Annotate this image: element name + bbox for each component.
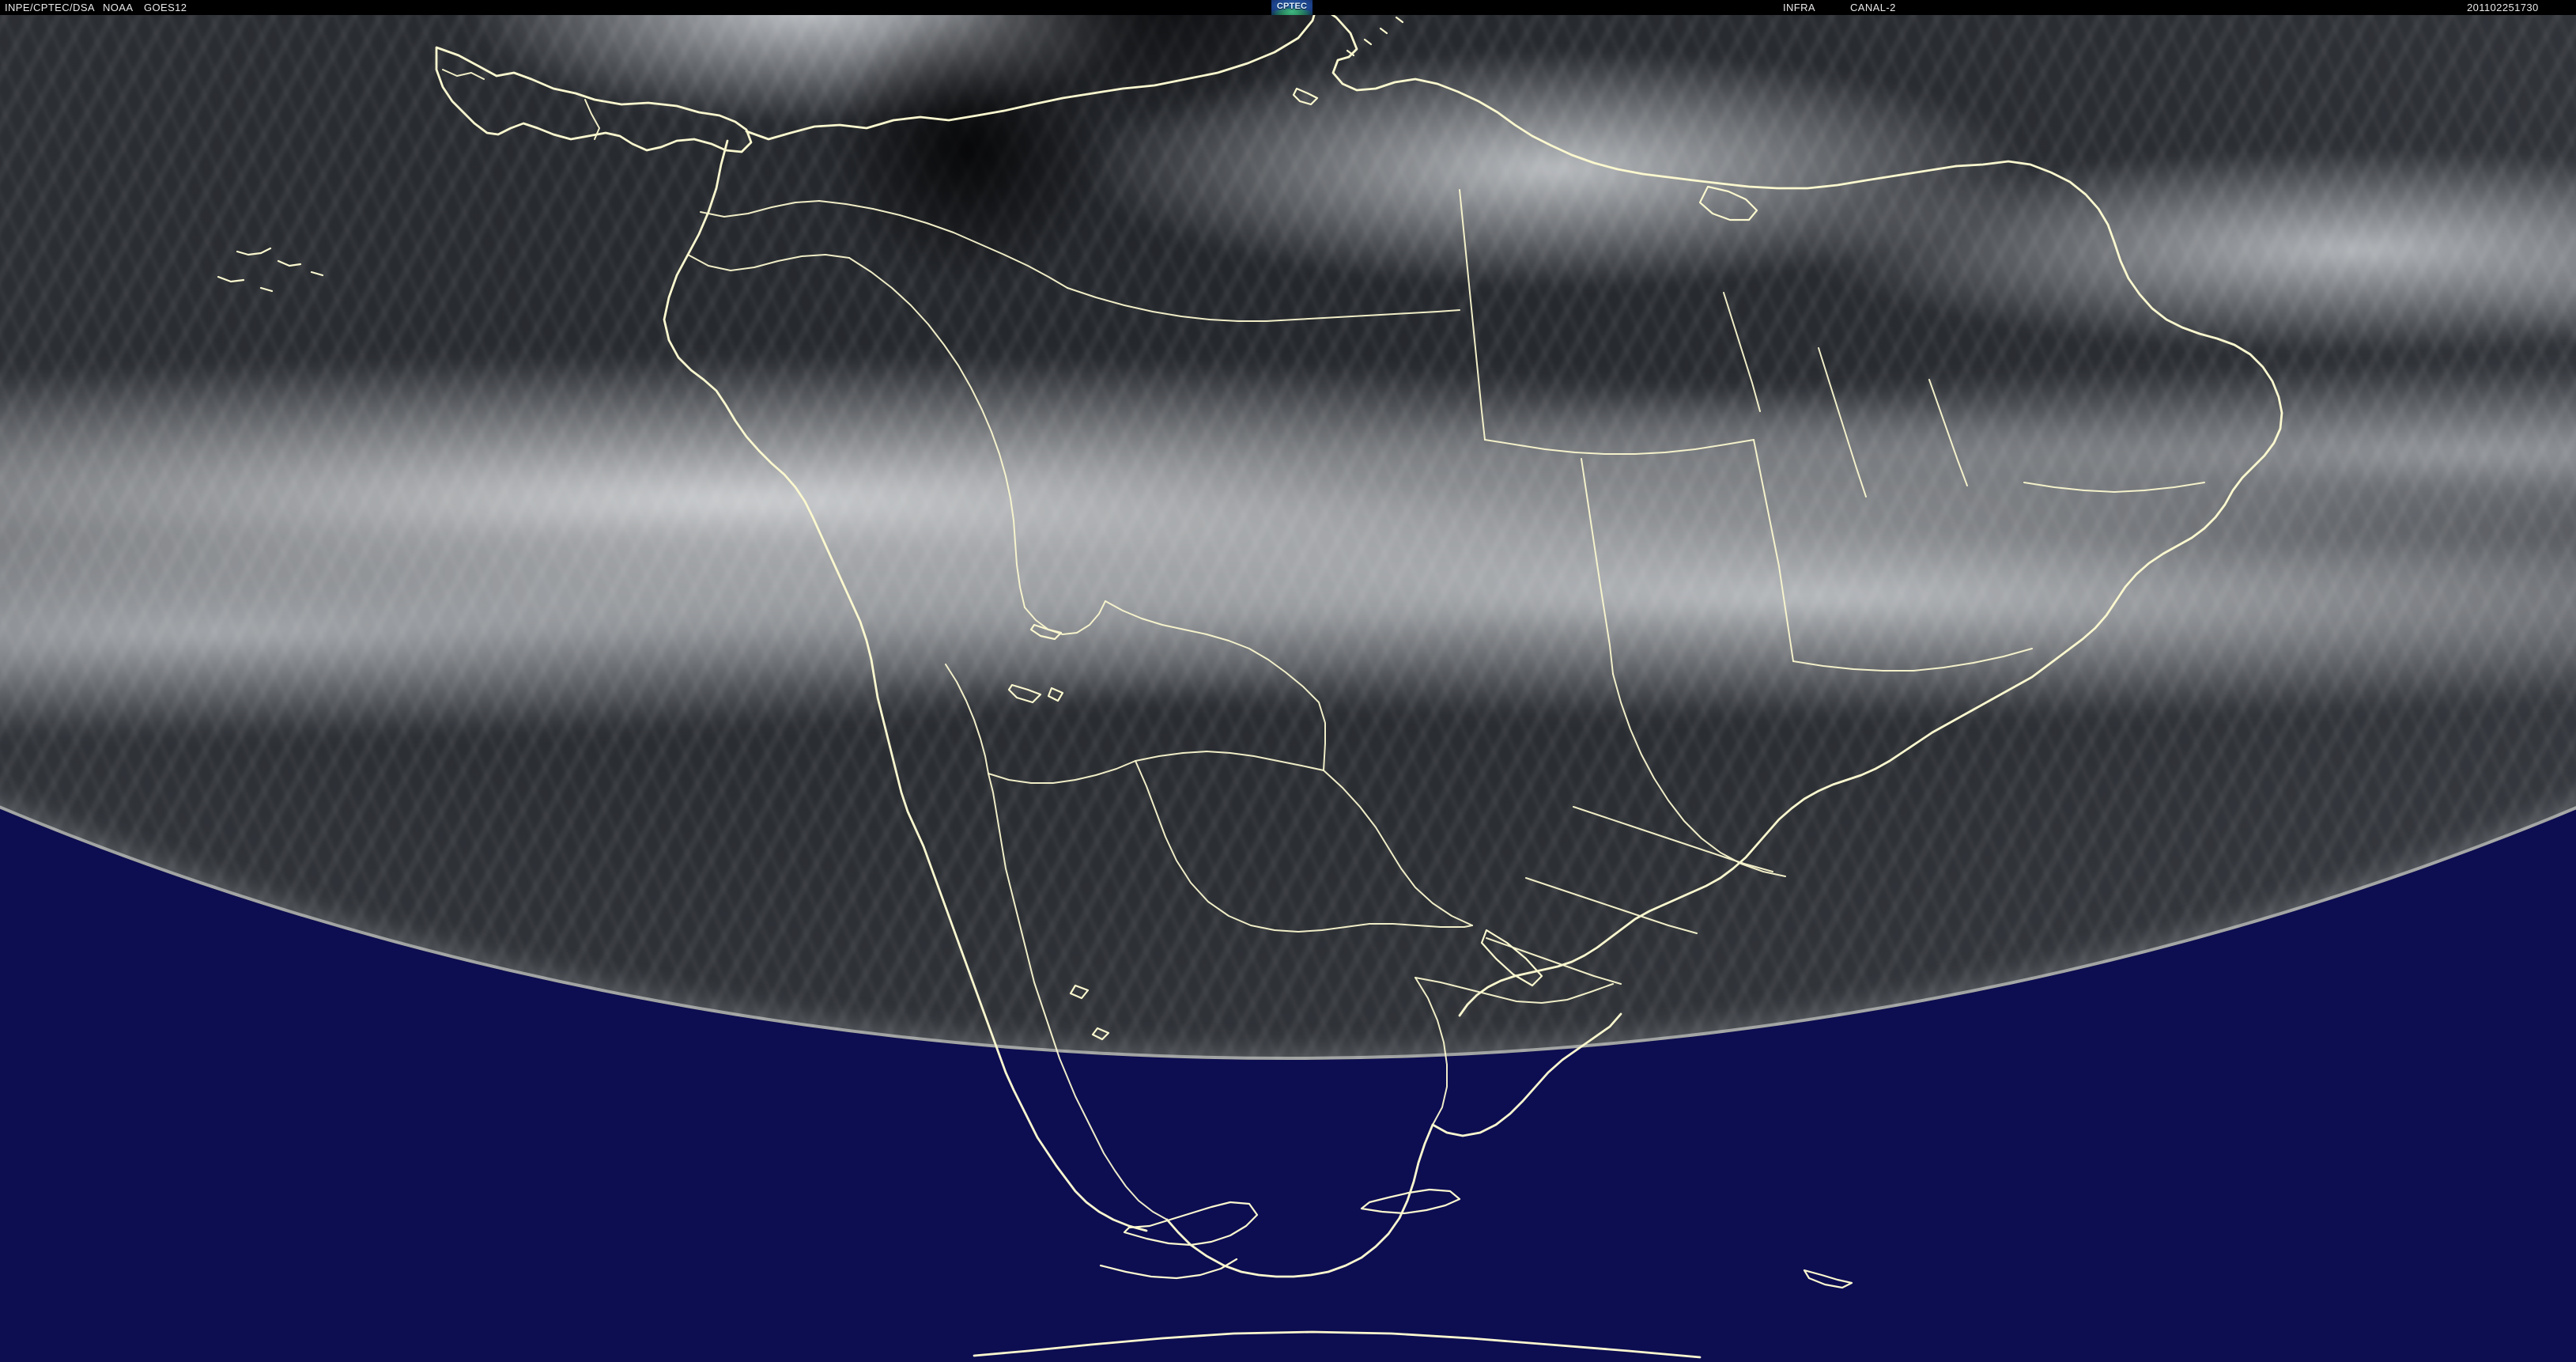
cptec-logo-text: CPTEC: [1276, 2, 1308, 11]
header-satellite-label: GOES12: [144, 2, 187, 13]
header-agency-label: INPE/CPTEC/DSA: [5, 2, 95, 13]
earth-disk: [0, 0, 2576, 1060]
header-timestamp-label: 201102251730: [2467, 2, 2539, 13]
earth-limb-rim: [0, 0, 2576, 1060]
header-product-label: INFRA: [1783, 2, 1815, 13]
header-satellite-owner-label: NOAA: [103, 2, 134, 13]
cptec-logo: CPTEC: [1271, 0, 1313, 15]
header-channel-label: CANAL-2: [1850, 2, 1896, 13]
header-bar: INPE/CPTEC/DSA NOAA GOES12 CPTEC INFRA C…: [0, 0, 2576, 15]
